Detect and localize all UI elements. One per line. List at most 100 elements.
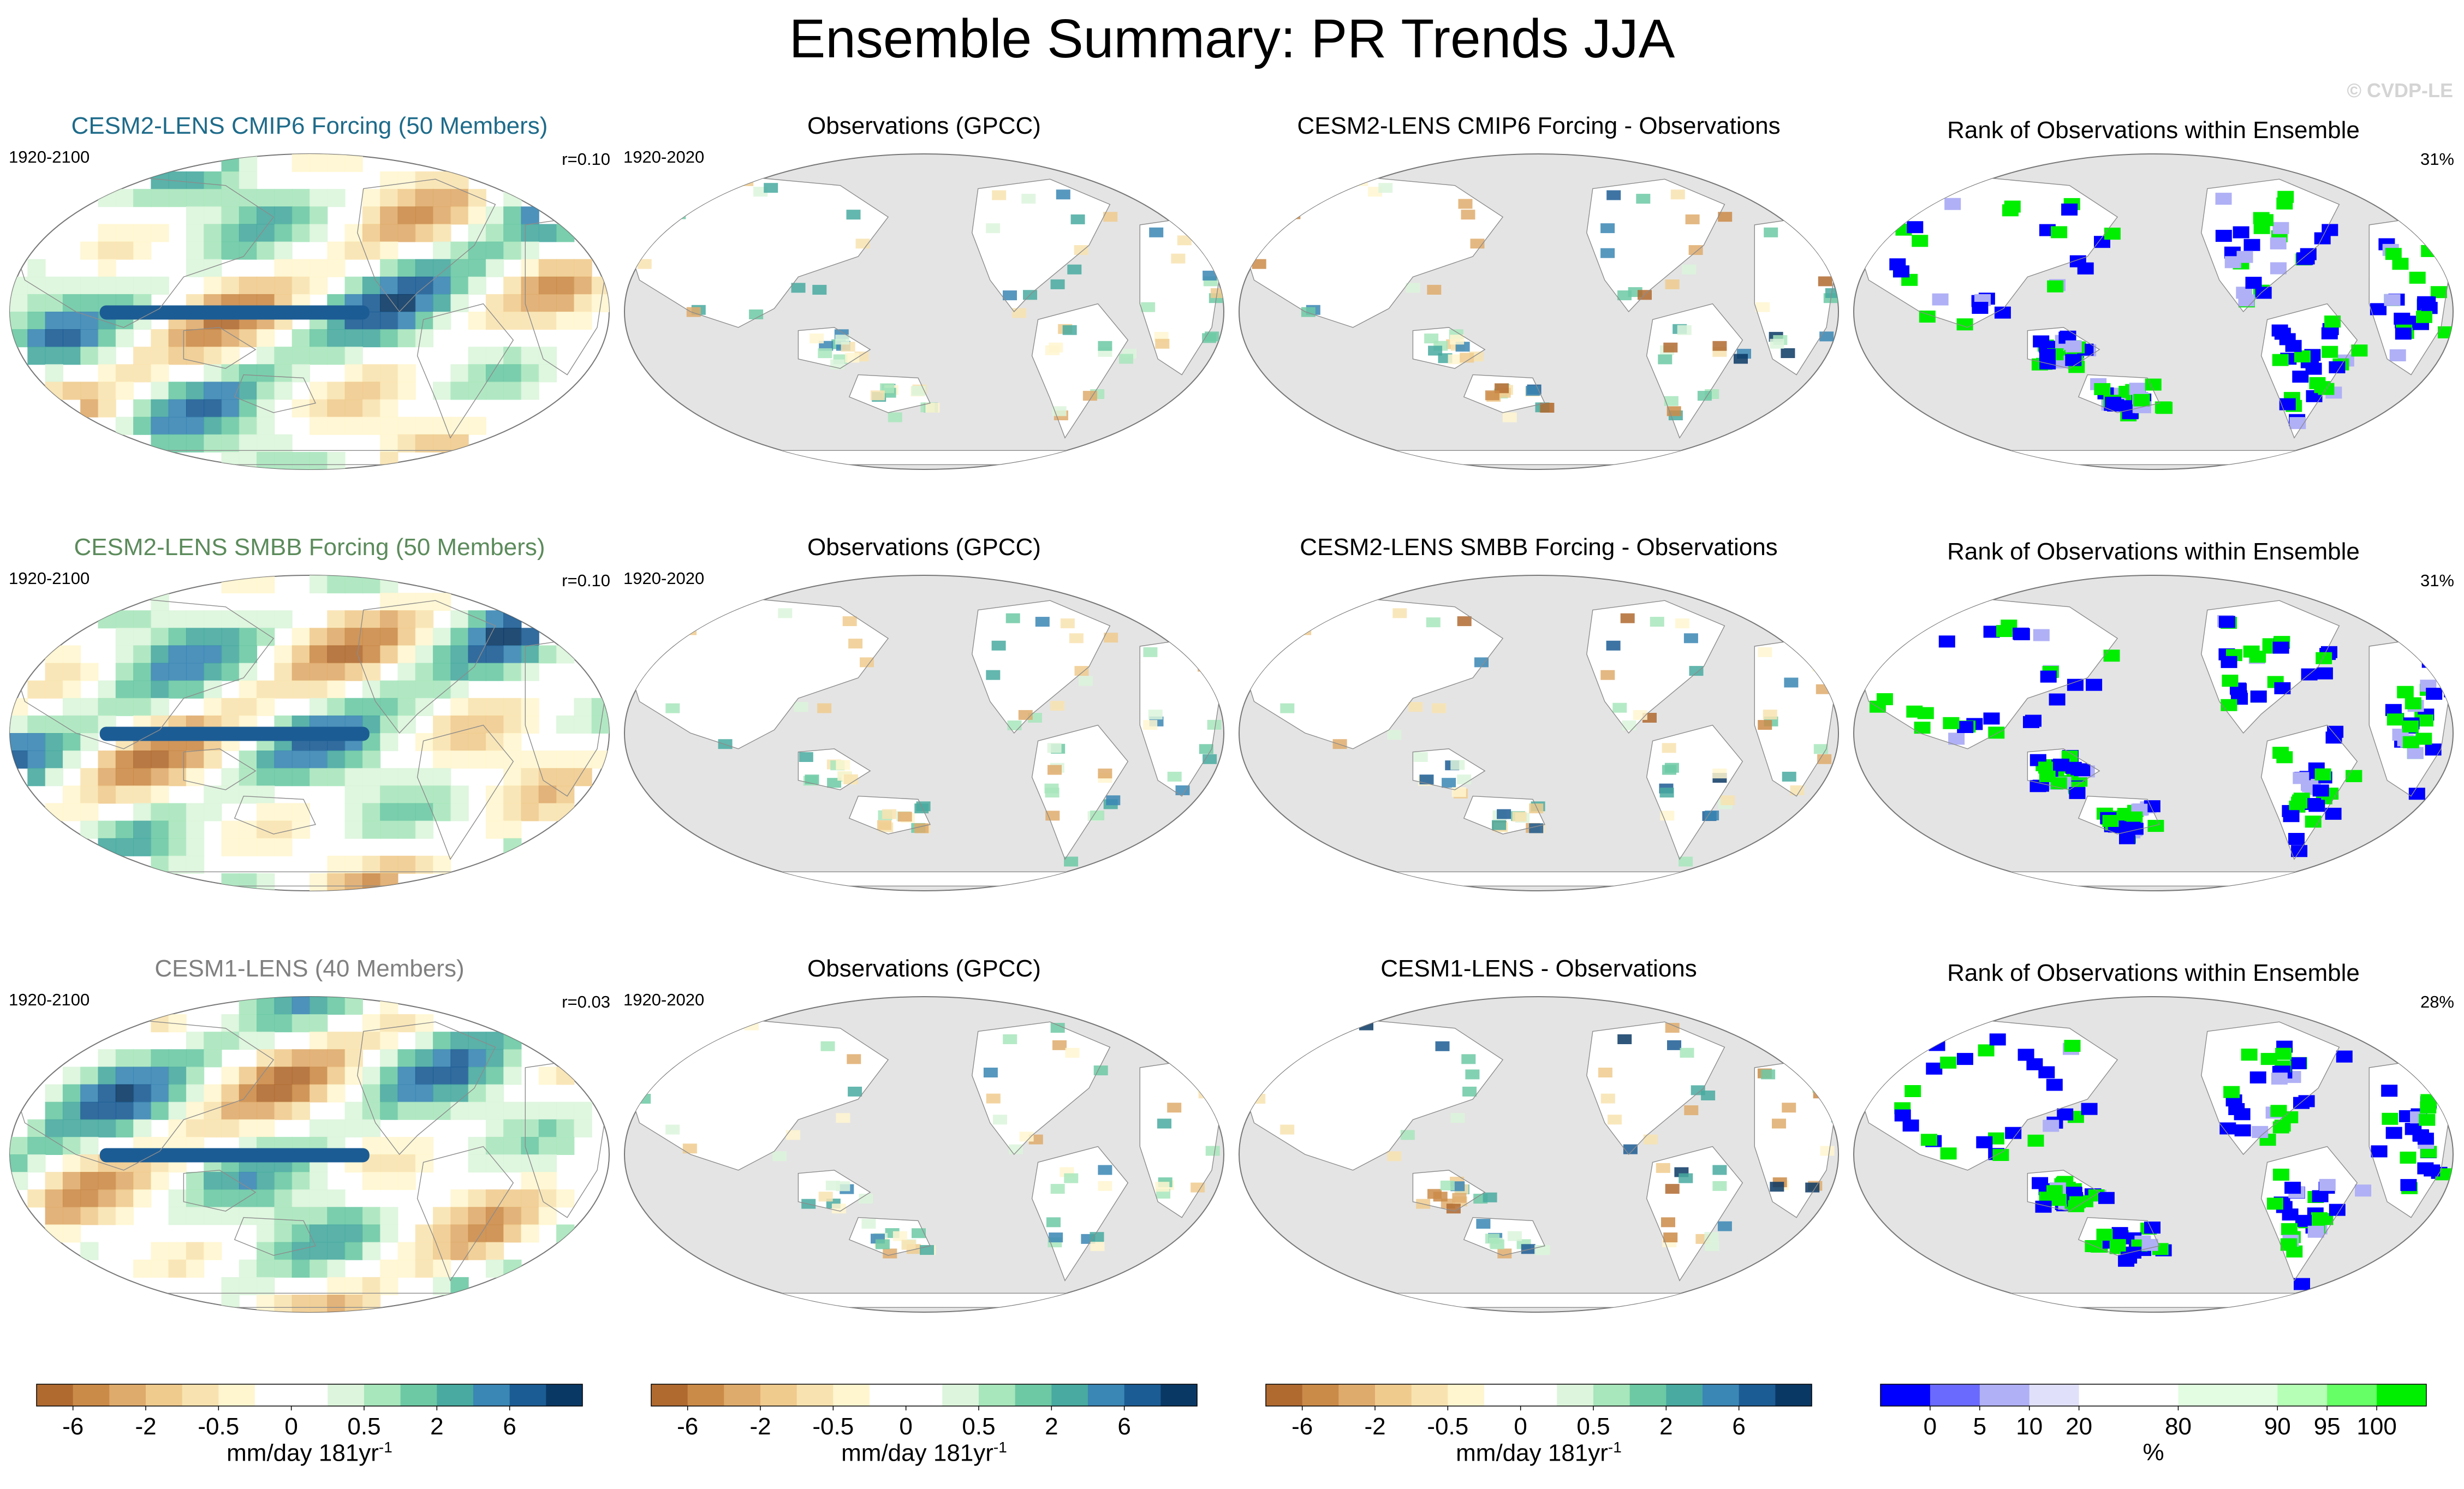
colorbar-swatch (400, 1384, 437, 1406)
colorbar-swatch (1930, 1384, 1980, 1406)
panel-title: Rank of Observations within Ensemble (1947, 117, 2360, 144)
panel-title: CESM1-LENS - Observations (1380, 955, 1697, 982)
pattern-correlation: r=0.03 (562, 992, 610, 1011)
colorbar-svg: 0 5 10 20 80 90 95 100 (1880, 1384, 2427, 1440)
colorbar-tick-label: -2 (749, 1413, 771, 1440)
obs-panel-row3: Observations (GPCC) 1920-2020 (621, 952, 1227, 1315)
map-field (1854, 175, 2453, 465)
colorbar-tick-label: 0.5 (347, 1413, 380, 1440)
colorbar-swatch (1557, 1384, 1594, 1406)
colorbar-model: -6 -2 -0.5 0 0.5 2 6 mm/day 181yr-1 (36, 1384, 583, 1482)
colorbar-swatch (2128, 1384, 2179, 1406)
map-field (1854, 1018, 2453, 1308)
obs-map-row3 (624, 996, 1224, 1313)
colorbar-swatch (906, 1384, 943, 1406)
colorbar-swatch (1593, 1384, 1630, 1406)
colorbar-rank: 0 5 10 20 80 90 95 100% (1880, 1384, 2427, 1482)
period-label: 1920-2020 (623, 569, 705, 588)
colorbar-swatch (1338, 1384, 1376, 1406)
colorbar-tick-label: 2 (430, 1413, 443, 1440)
colorbar-tick-label: 2 (1659, 1413, 1673, 1440)
diff-panel-row1: CESM2-LENS CMIP6 Forcing - Observations (1236, 109, 1842, 473)
period-label: 1920-2100 (9, 147, 90, 166)
diff-panel-row2: CESM2-LENS SMBB Forcing - Observations (1236, 531, 1842, 894)
colorbar-swatch (1375, 1384, 1412, 1406)
colorbar-swatch (796, 1384, 834, 1406)
colorbar-tick-label: -6 (677, 1413, 698, 1440)
colorbar-tick-label: 80 (2165, 1413, 2192, 1440)
colorbar-tick-label: 0 (1924, 1413, 1937, 1440)
colorbar-tick-label: -0.5 (812, 1413, 854, 1440)
rank-percent: 31% (2420, 150, 2454, 169)
colorbar-swatch (146, 1384, 183, 1406)
colorbar-swatch (1160, 1384, 1198, 1406)
rank-map-row3 (1853, 996, 2454, 1313)
colorbar-svg: -6 -2 -0.5 0 0.5 2 6 (651, 1384, 1198, 1440)
colorbar-swatch (2029, 1384, 2080, 1406)
colorbar-swatch (1666, 1384, 1703, 1406)
rank-panel-row1: Rank of Observations within Ensemble 31% (1850, 109, 2456, 473)
pattern-correlation: r=0.10 (562, 571, 610, 590)
colorbar-diff: -6 -2 -0.5 0 0.5 2 6 mm/day 181yr-1 (1265, 1384, 1812, 1482)
colorbar-swatch (509, 1384, 546, 1406)
obs-panel-row1: Observations (GPCC) 1920-2020 (621, 109, 1227, 473)
colorbar-swatch (1739, 1384, 1776, 1406)
period-label: 1920-2100 (9, 569, 90, 588)
model-map-row2 (9, 575, 610, 891)
colorbar-tick-label: -0.5 (1427, 1413, 1468, 1440)
colorbar-swatch (760, 1384, 797, 1406)
pattern-correlation: r=0.10 (562, 150, 610, 169)
colorbar-tick-label: 95 (2314, 1413, 2341, 1440)
diff-map-row1 (1239, 153, 1839, 470)
map-field (10, 575, 609, 891)
colorbar-units: mm/day 181yr-1 (841, 1439, 1007, 1467)
colorbar-swatch (182, 1384, 219, 1406)
colorbar-swatch (1051, 1384, 1088, 1406)
colorbar-swatch (364, 1384, 401, 1406)
panel-title: Rank of Observations within Ensemble (1947, 538, 2360, 565)
colorbar-swatch (1484, 1384, 1521, 1406)
colorbar-swatch (1124, 1384, 1161, 1406)
map-field (1239, 175, 1838, 465)
colorbar-swatch (687, 1384, 724, 1406)
panel-title: Observations (GPCC) (807, 112, 1041, 139)
colorbar-swatch (37, 1384, 74, 1406)
colorbar-swatch (73, 1384, 110, 1406)
panel-title: CESM2-LENS CMIP6 Forcing (50 Members) (71, 112, 548, 139)
colorbar-units: % (2142, 1439, 2164, 1466)
rank-map-row2 (1853, 575, 2454, 891)
rank-percent: 28% (2420, 992, 2454, 1011)
obs-map-row1 (624, 153, 1224, 470)
colorbar-swatch (833, 1384, 870, 1406)
colorbar-swatch (328, 1384, 365, 1406)
watermark: © CVDP-LE (2347, 79, 2453, 102)
rank-panel-row2: Rank of Observations within Ensemble 31% (1850, 531, 2456, 894)
colorbar-units: mm/day 181yr-1 (227, 1439, 392, 1467)
diff-panel-row3: CESM1-LENS - Observations (1236, 952, 1842, 1315)
colorbar-swatch (1775, 1384, 1812, 1406)
colorbar-swatch (870, 1384, 907, 1406)
map-field (624, 597, 1224, 886)
colorbar-swatch (979, 1384, 1016, 1406)
map-field (1854, 597, 2453, 886)
colorbar-tick-label: 0.5 (1576, 1413, 1610, 1440)
colorbar-swatch (437, 1384, 474, 1406)
colorbar-svg: -6 -2 -0.5 0 0.5 2 6 (36, 1384, 583, 1440)
colorbar-tick-label: 100 (2356, 1413, 2396, 1440)
colorbar-swatch (218, 1384, 255, 1406)
panel-title: Rank of Observations within Ensemble (1947, 960, 2360, 986)
period-label: 1920-2100 (9, 990, 90, 1009)
panel-title: CESM2-LENS SMBB Forcing (50 Members) (74, 534, 545, 561)
map-field (1239, 1018, 1838, 1308)
map-field (624, 1018, 1224, 1308)
panel-title: CESM2-LENS CMIP6 Forcing - Observations (1297, 112, 1781, 139)
colorbar-swatch (2327, 1384, 2377, 1406)
colorbar-swatch (2178, 1384, 2228, 1406)
colorbar-swatch (1880, 1384, 1931, 1406)
colorbar-swatch (473, 1384, 510, 1406)
colorbar-tick-label: 90 (2264, 1413, 2291, 1440)
colorbar-tick-label: -6 (1291, 1413, 1313, 1440)
map-field (624, 175, 1224, 465)
panel-title: CESM2-LENS SMBB Forcing - Observations (1300, 534, 1778, 561)
